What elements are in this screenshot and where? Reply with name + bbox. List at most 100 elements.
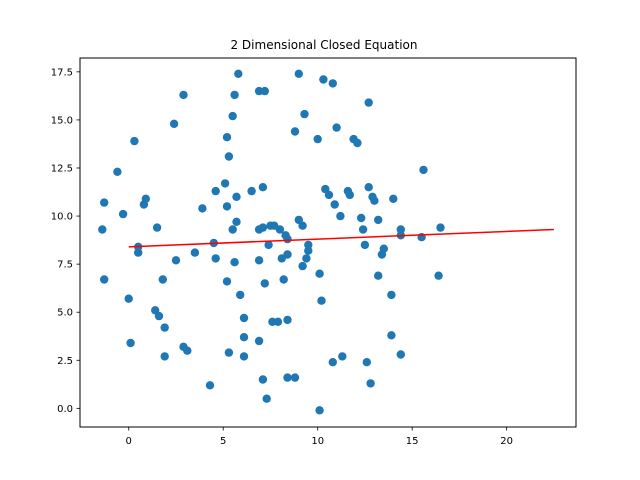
data-point-6 xyxy=(134,248,143,257)
data-point-75 xyxy=(300,109,309,119)
data-point-68 xyxy=(283,315,292,325)
data-point-77 xyxy=(302,254,311,263)
data-point-20 xyxy=(171,256,181,265)
data-point-5 xyxy=(130,136,139,146)
chart-title: 2 Dimensional Closed Equation xyxy=(230,38,417,52)
data-point-90 xyxy=(336,211,345,221)
y-tick-label-7: 17.5 xyxy=(51,67,73,78)
data-point-98 xyxy=(370,196,379,205)
plot-area xyxy=(98,69,554,415)
data-point-64 xyxy=(279,275,288,284)
data-point-69 xyxy=(283,373,292,382)
data-point-116 xyxy=(419,165,428,175)
data-point-10 xyxy=(124,294,133,303)
data-point-79 xyxy=(304,240,313,250)
y-tick-label-2: 5.0 xyxy=(57,308,73,319)
data-point-87 xyxy=(328,79,337,88)
data-point-16 xyxy=(160,323,169,332)
x-axis-ticks: 0 5 10 15 20 xyxy=(126,427,513,447)
data-point-4 xyxy=(100,275,109,284)
data-point-76 xyxy=(298,261,307,271)
data-point-61 xyxy=(262,394,271,403)
data-point-70 xyxy=(290,373,300,382)
data-point-100 xyxy=(357,213,366,223)
data-point-24 xyxy=(198,204,207,213)
data-point-44 xyxy=(239,333,249,342)
data-point-106 xyxy=(387,290,396,300)
data-point-42 xyxy=(224,348,234,357)
data-point-17 xyxy=(160,352,169,361)
regression-line xyxy=(128,228,554,248)
data-point-81 xyxy=(315,269,324,278)
data-point-80 xyxy=(313,134,322,144)
y-tick-label-6: 15.0 xyxy=(51,115,73,126)
data-point-14 xyxy=(154,311,164,321)
data-point-0 xyxy=(100,198,109,207)
data-point-19 xyxy=(179,90,188,100)
data-point-62 xyxy=(275,225,285,234)
y-tick-label-3: 7.5 xyxy=(57,260,73,271)
data-point-119 xyxy=(434,271,443,280)
y-axis-ticks: 0.0 2.5 5.0 7.5 10.0 12.5 15.0 17.5 xyxy=(51,67,80,415)
data-point-49 xyxy=(258,183,268,192)
data-point-78 xyxy=(304,246,313,255)
data-point-92 xyxy=(345,190,354,200)
data-point-99 xyxy=(374,215,383,225)
data-point-101 xyxy=(358,225,368,234)
data-point-105 xyxy=(374,271,383,280)
data-point-89 xyxy=(330,200,339,209)
data-point-67 xyxy=(283,250,292,259)
data-point-113 xyxy=(396,225,405,234)
data-point-40 xyxy=(222,277,232,286)
data-point-32 xyxy=(224,152,234,161)
data-point-74 xyxy=(298,221,307,230)
data-point-9 xyxy=(141,194,150,203)
data-point-71 xyxy=(290,127,300,136)
data-point-31 xyxy=(222,202,232,211)
data-point-84 xyxy=(319,75,328,84)
data-point-3 xyxy=(118,209,128,219)
data-point-53 xyxy=(260,279,269,288)
data-point-112 xyxy=(389,194,398,203)
data-point-26 xyxy=(211,186,220,196)
data-point-15 xyxy=(158,275,167,284)
data-point-118 xyxy=(436,223,445,232)
data-point-109 xyxy=(328,358,337,367)
data-point-38 xyxy=(228,225,237,234)
data-point-115 xyxy=(396,350,405,359)
y-tick-label-5: 12.5 xyxy=(51,163,73,174)
x-tick-label-1: 5 xyxy=(220,436,226,447)
data-point-88 xyxy=(332,123,341,132)
x-tick-label-0: 0 xyxy=(126,436,132,447)
data-point-56 xyxy=(264,240,273,250)
data-point-39 xyxy=(230,258,239,267)
data-point-41 xyxy=(236,290,245,300)
data-point-29 xyxy=(222,133,232,142)
data-point-36 xyxy=(232,192,241,201)
data-point-43 xyxy=(239,313,249,323)
data-point-37 xyxy=(232,217,241,226)
data-point-30 xyxy=(220,179,230,188)
data-point-18 xyxy=(169,119,179,128)
data-point-60 xyxy=(273,317,283,326)
data-point-2 xyxy=(113,167,122,176)
data-point-108 xyxy=(338,352,347,361)
data-point-111 xyxy=(366,379,375,388)
data-point-34 xyxy=(230,90,239,100)
data-point-11 xyxy=(126,338,135,348)
data-point-25 xyxy=(205,381,215,390)
y-tick-label-0: 0.0 xyxy=(57,404,73,415)
data-point-86 xyxy=(324,190,334,200)
data-point-46 xyxy=(247,186,256,196)
data-point-1 xyxy=(98,225,107,234)
data-point-45 xyxy=(239,352,249,361)
data-point-52 xyxy=(254,256,264,265)
y-tick-label-1: 2.5 xyxy=(57,356,73,367)
data-point-33 xyxy=(228,111,237,121)
x-tick-label-4: 20 xyxy=(500,436,513,447)
data-point-48 xyxy=(260,86,269,96)
x-tick-label-3: 15 xyxy=(406,436,419,447)
data-point-51 xyxy=(258,223,268,232)
data-point-12 xyxy=(152,223,162,232)
